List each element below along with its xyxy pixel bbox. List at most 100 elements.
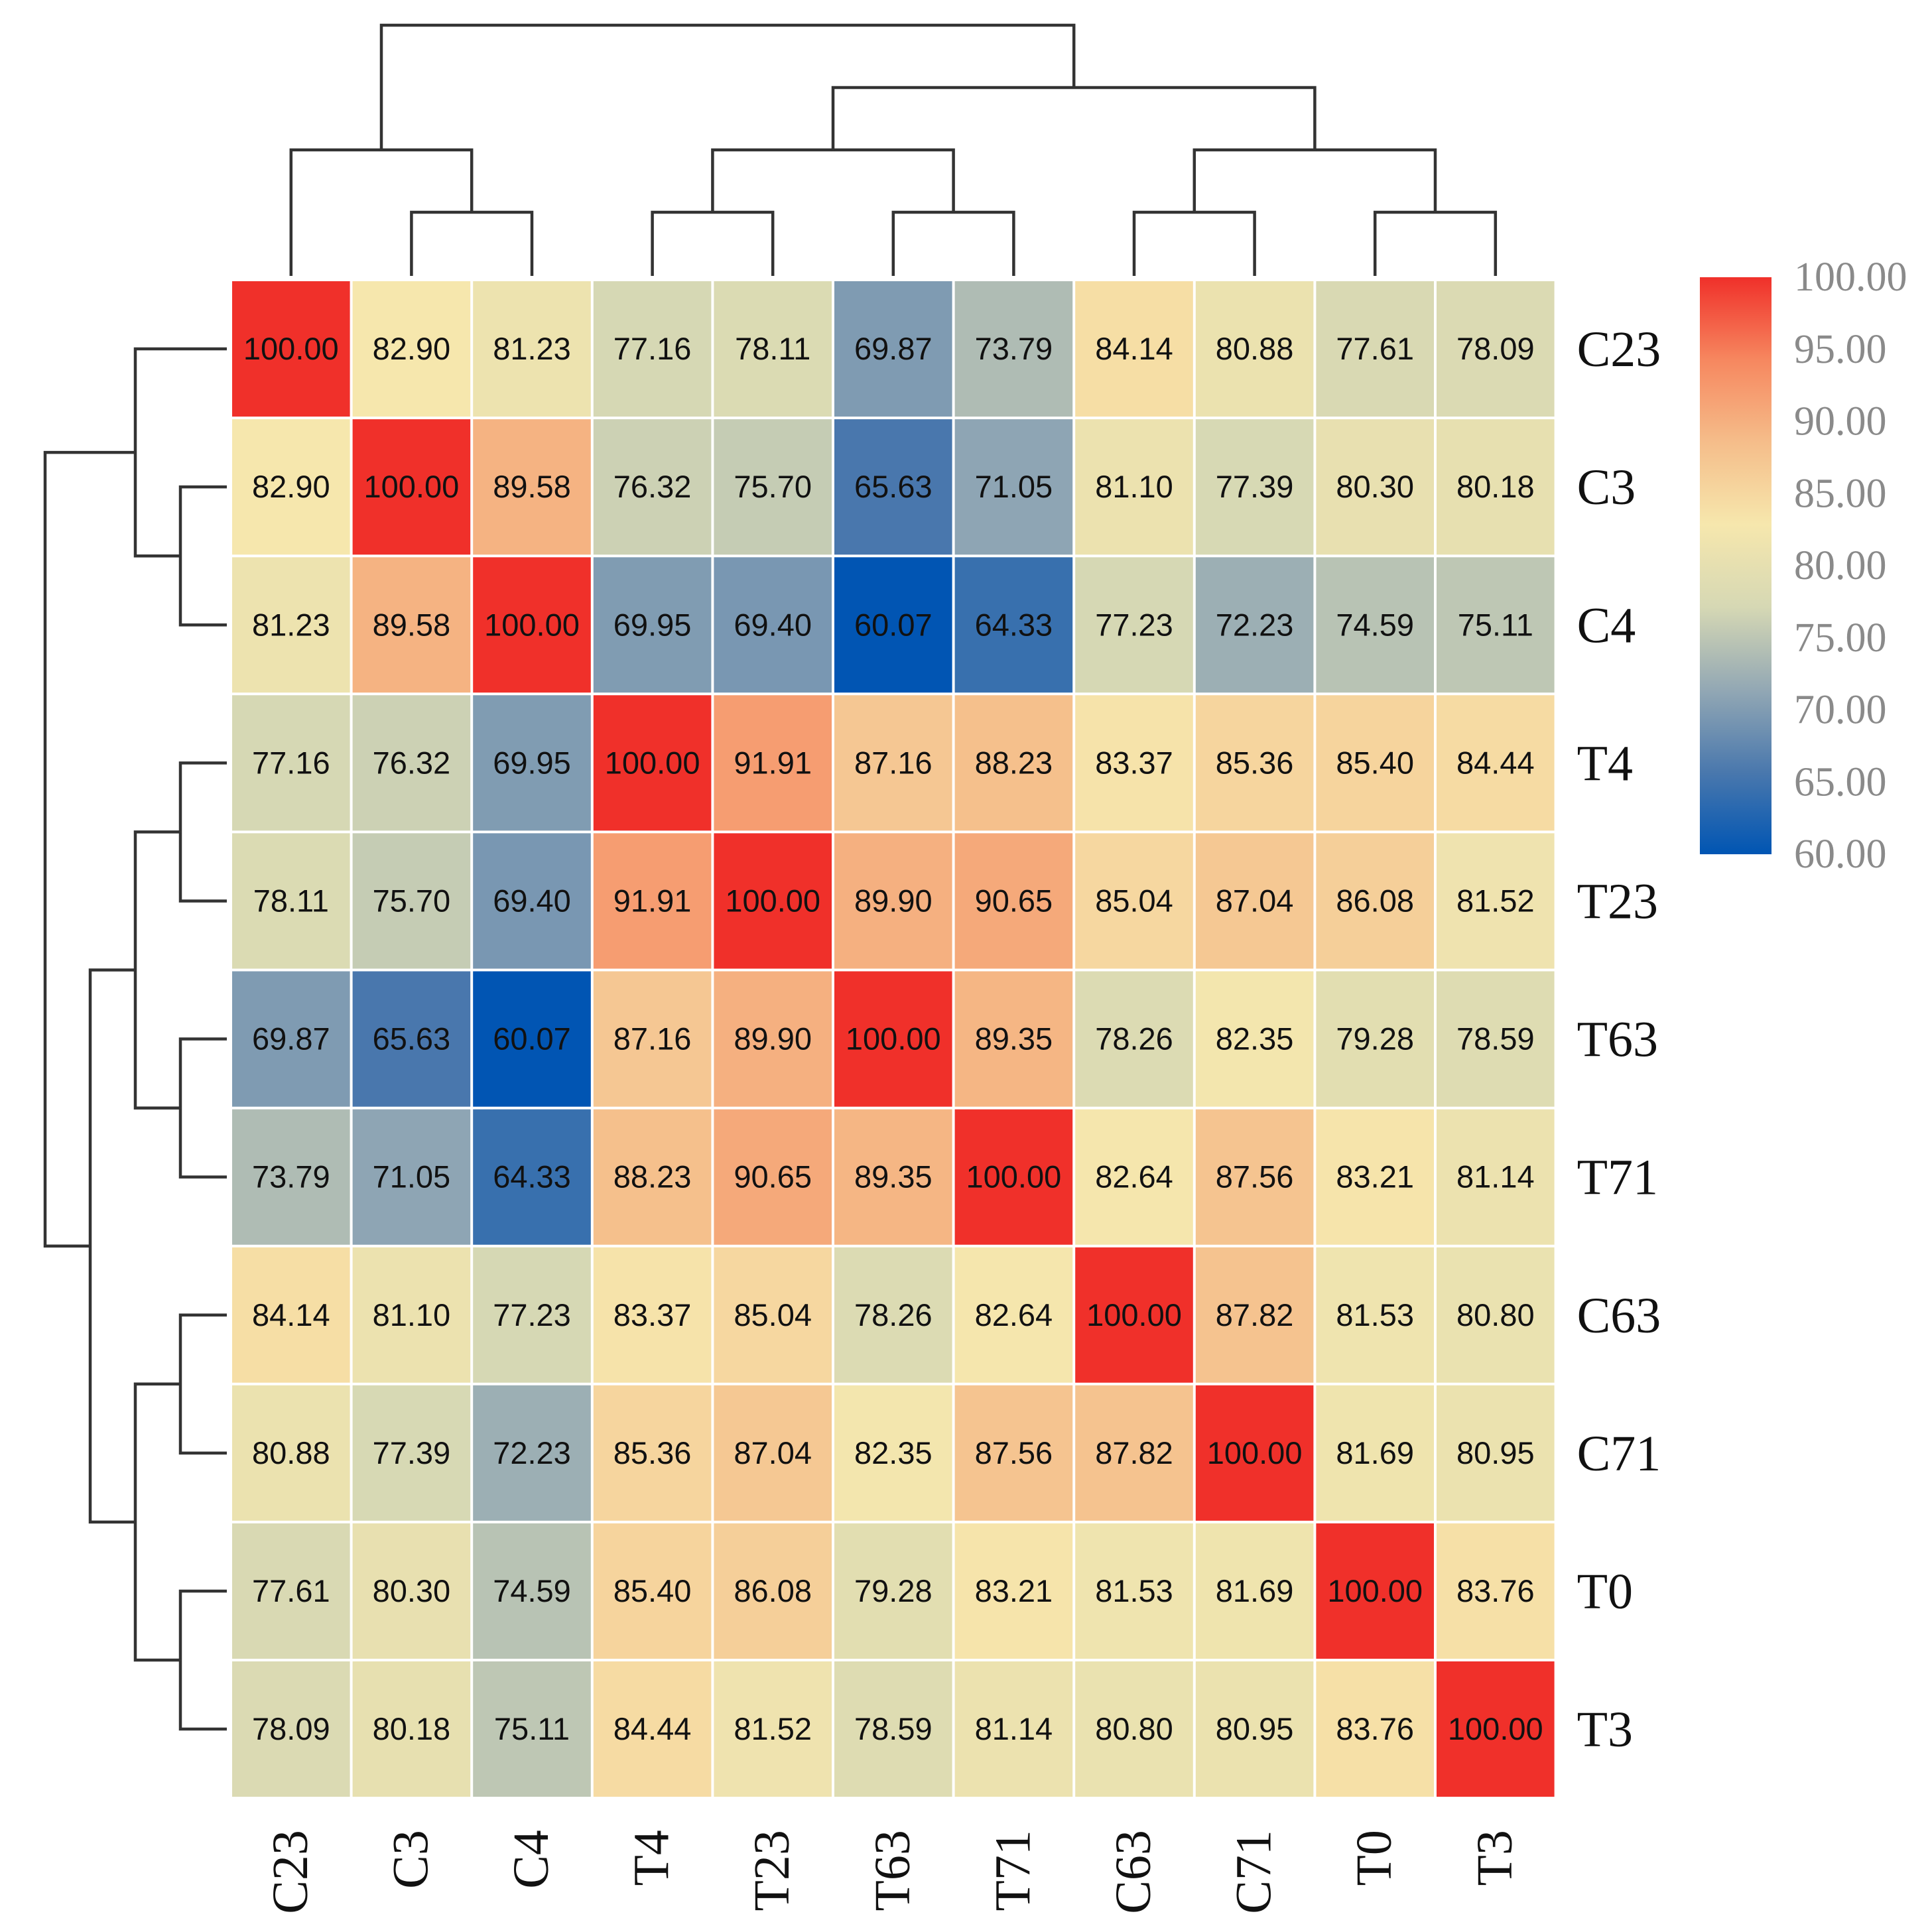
heatmap-cell-T4-T23	[712, 694, 833, 832]
heatmap-cell-T4-C3	[351, 694, 472, 832]
legend-tick-label: 90.00	[1794, 399, 1887, 444]
heatmap-cell-C23-T0	[1315, 280, 1435, 419]
legend-tick-label: 100.00	[1794, 255, 1907, 300]
cell-value-T23-T0: 86.08	[1336, 883, 1414, 918]
heatmap-cell-T23-C23	[231, 832, 352, 970]
cell-value-T71-C3: 71.05	[373, 1159, 451, 1194]
heatmap-cell-T63-C4	[472, 970, 592, 1108]
heatmap-cell-T3-T63	[833, 1660, 954, 1799]
cell-value-C3-T63: 65.63	[854, 469, 933, 504]
column-dendrogram-branch	[891, 210, 1015, 276]
cell-value-T4-T23: 91.91	[734, 745, 812, 780]
heatmap-cell-T0-C71	[1194, 1521, 1315, 1660]
heatmap-cell-C71-T3	[1435, 1384, 1556, 1522]
cell-value-C71-C63: 87.82	[1095, 1435, 1173, 1470]
cell-value-C3-C4: 89.58	[493, 469, 571, 504]
heatmap-cell-T23-T23	[712, 832, 833, 970]
row-label-T3: T3	[1577, 1702, 1633, 1758]
cell-value-C4-C71: 72.23	[1216, 607, 1294, 642]
heatmap-cell-C3-T3	[1435, 418, 1556, 556]
column-labels: C23 C3 C4 T4 T23 T63 T71 C63 C71 T0 T3	[263, 1830, 1523, 1914]
column-label-T3: T3	[1467, 1830, 1523, 1886]
row-dendrogram-branch	[178, 1313, 227, 1455]
cell-value-T23-C3: 75.70	[373, 883, 451, 918]
cell-value-T71-C4: 64.33	[493, 1159, 571, 1194]
heatmap-cell-T63-C63	[1074, 970, 1194, 1108]
heatmap-cell-T63-C3	[351, 970, 472, 1108]
heatmap-cell-T71-T63	[833, 1108, 954, 1246]
cell-value-T71-T3: 81.14	[1456, 1159, 1535, 1194]
cell-value-C23-C71: 80.88	[1216, 331, 1294, 366]
cell-value-C71-T4: 85.36	[613, 1435, 692, 1470]
column-dendrogram-branch	[1373, 210, 1498, 276]
heatmap-cell-C23-T3	[1435, 280, 1556, 419]
heatmap-cell-T63-T23	[712, 970, 833, 1108]
color-legend-ticks: 100.00 95.00 90.00 85.00 80.00 75.00 70.00 65.0…	[1794, 255, 1907, 877]
heatmap-cell-C23-C71	[1194, 280, 1315, 419]
cell-value-T71-C71: 87.56	[1216, 1159, 1294, 1194]
heatmap-cell-C23-T71	[953, 280, 1074, 419]
cell-value-C3-C71: 77.39	[1216, 469, 1294, 504]
heatmap-cell-C71-T71	[953, 1384, 1074, 1522]
column-label-C23: C23	[263, 1830, 318, 1914]
cell-value-C4-T3: 75.11	[1458, 607, 1533, 642]
heatmap-cell-C4-T71	[953, 556, 1074, 694]
heatmap-cell-C63-C4	[472, 1246, 592, 1384]
heatmap-cell-T23-C4	[472, 832, 592, 970]
cell-value-T23-C4: 69.40	[493, 883, 571, 918]
cell-value-T4-C23: 77.16	[252, 745, 330, 780]
heatmap-cell-T71-C3	[351, 1108, 472, 1246]
cell-value-C63-C4: 77.23	[493, 1297, 571, 1332]
heatmap-cell-T23-T0	[1315, 832, 1435, 970]
heatmap-cell-C3-C23	[231, 418, 352, 556]
cell-value-C63-T23: 85.04	[734, 1297, 812, 1332]
legend-tick-label: 95.00	[1794, 327, 1887, 372]
heatmap-cell-T4-T63	[833, 694, 954, 832]
color-legend: 100.00 95.00 90.00 85.00 80.00 75.00 70.00 65.0…	[1700, 255, 1907, 877]
heatmap-cell-C23-T23	[712, 280, 833, 419]
cell-value-T71-C63: 82.64	[1095, 1159, 1173, 1194]
heatmap-cell-T63-T0	[1315, 970, 1435, 1108]
heatmap-cell-C4-C4	[472, 556, 592, 694]
heatmap-cell-C71-C71	[1194, 1384, 1315, 1522]
row-dendrogram-branch	[178, 1589, 227, 1731]
cell-value-C71-C71: 100.00	[1207, 1435, 1303, 1470]
cell-value-T4-T71: 88.23	[975, 745, 1053, 780]
column-label-C71: C71	[1226, 1830, 1282, 1914]
column-dendrogram-branch	[379, 23, 1076, 151]
heatmap-cell-C71-T0	[1315, 1384, 1435, 1522]
cell-value-T63-C63: 78.26	[1095, 1021, 1173, 1057]
cell-value-T71-T71: 100.00	[966, 1159, 1062, 1194]
cell-value-C4-C63: 77.23	[1095, 607, 1173, 642]
heatmap-cell-C3-T0	[1315, 418, 1435, 556]
cell-value-T71-T23: 90.65	[734, 1159, 812, 1194]
cell-value-C71-T71: 87.56	[975, 1435, 1053, 1470]
cell-value-T0-T23: 86.08	[734, 1573, 812, 1608]
cell-value-C71-T0: 81.69	[1336, 1435, 1414, 1470]
cell-value-labels: 100.00 82.90 81.23 77.16 78.11 69.87 73.79 84.1…	[243, 331, 1543, 1746]
heatmap-cell-C3-T4	[592, 418, 713, 556]
heatmap-cell-T3-C23	[231, 1660, 352, 1799]
column-label-T23: T23	[744, 1830, 800, 1911]
heatmap-cell-T23-T71	[953, 832, 1074, 970]
row-dendrogram-branch	[178, 1037, 227, 1179]
heatmap-cell-C4-C63	[1074, 556, 1194, 694]
heatmap-cell-T23-C71	[1194, 832, 1315, 970]
legend-tick-label: 60.00	[1794, 832, 1887, 877]
cell-value-T4-T4: 100.00	[605, 745, 700, 780]
cell-value-T63-T63: 100.00	[846, 1021, 941, 1057]
color-legend-bar	[1700, 277, 1771, 854]
cell-value-T23-C63: 85.04	[1095, 883, 1173, 918]
heatmap-cell-C71-C4	[472, 1384, 592, 1522]
cell-value-T0-T4: 85.40	[613, 1573, 692, 1608]
cell-value-C4-T63: 60.07	[854, 607, 933, 642]
cell-value-C3-T23: 75.70	[734, 469, 812, 504]
cell-value-C23-T63: 69.87	[854, 331, 933, 366]
cell-value-T0-T0: 100.00	[1327, 1573, 1423, 1608]
cell-value-T3-T0: 83.76	[1336, 1711, 1414, 1746]
heatmap-cell-C3-C3	[351, 418, 472, 556]
cell-value-C71-C3: 77.39	[373, 1435, 451, 1470]
cell-value-C71-T23: 87.04	[734, 1435, 812, 1470]
heatmap-cell-C71-C63	[1074, 1384, 1194, 1522]
heatmap-cell-T23-T3	[1435, 832, 1556, 970]
